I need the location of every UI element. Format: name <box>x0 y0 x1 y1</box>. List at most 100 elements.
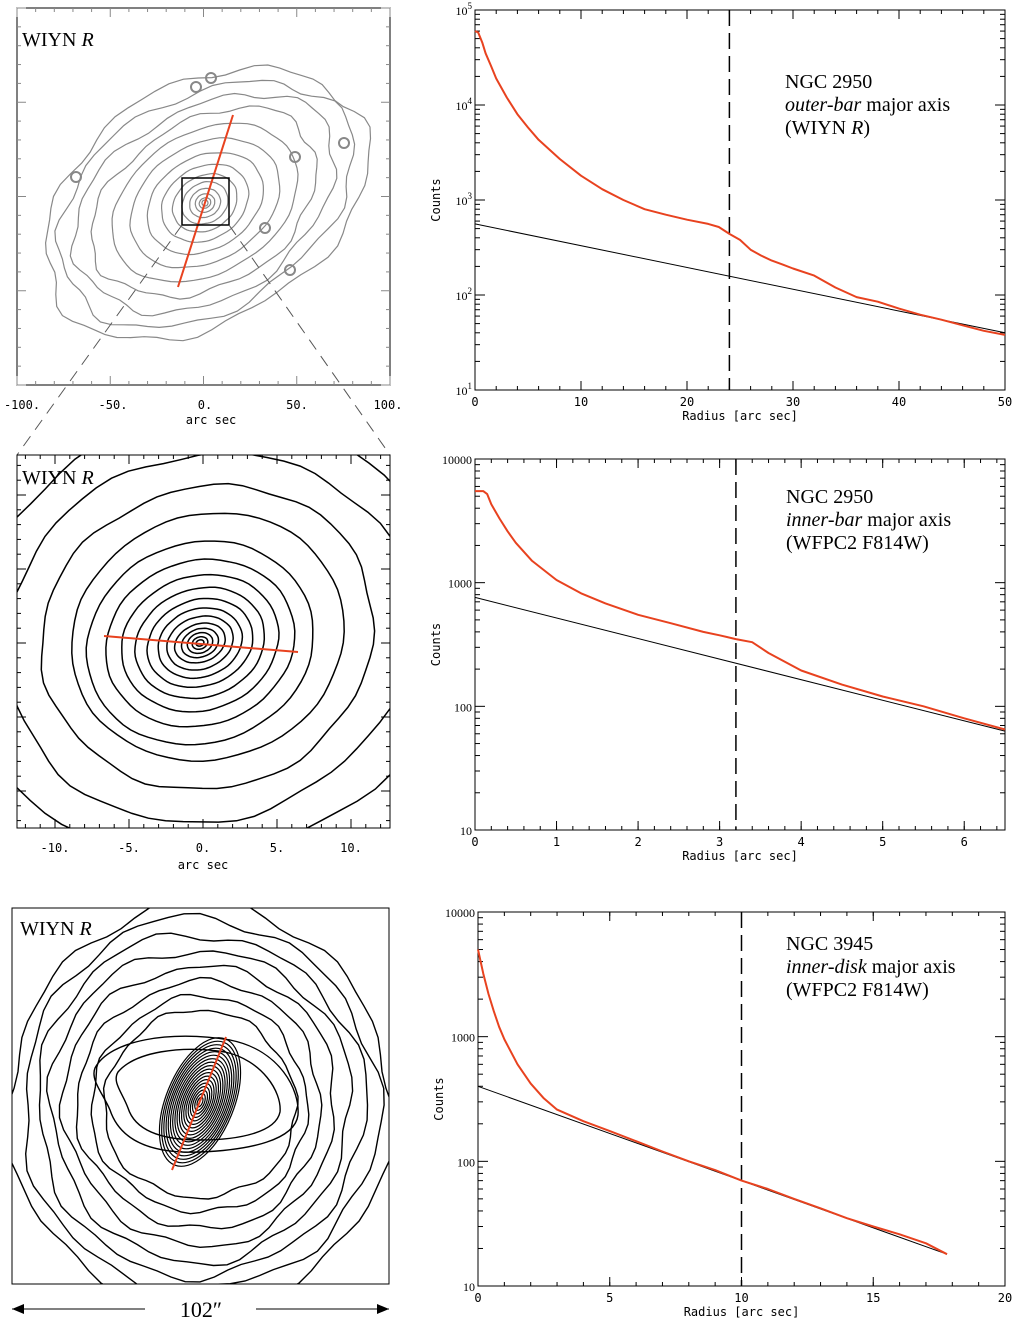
isophote-contour <box>146 152 265 256</box>
isophote-contour <box>69 92 338 317</box>
x-tick-label: 6 <box>961 835 968 849</box>
x-axis-label: Radius [arc sec] <box>682 409 798 423</box>
isophote-contour <box>146 597 254 689</box>
exponential-fit-line <box>474 596 1006 732</box>
panel-label: WIYN R <box>20 918 92 940</box>
isophote-contour <box>105 558 296 728</box>
x-tick-label: 15 <box>866 1291 880 1305</box>
isophote-contour <box>45 950 354 1267</box>
major-axis-line <box>177 114 234 288</box>
star-contour <box>338 137 350 149</box>
isophote-contour <box>24 912 385 1284</box>
x-tick-label: 100. <box>374 398 403 412</box>
x-tick-label: 0 <box>471 835 478 849</box>
star-contour <box>205 72 217 84</box>
plot-frame <box>474 458 1006 831</box>
isophote-contour <box>171 172 238 233</box>
arrow-right-icon <box>377 1304 389 1314</box>
image-frame <box>11 907 390 1285</box>
isophote-contour <box>134 586 266 700</box>
y-tick-label: 105 <box>456 1 473 18</box>
y-tick-label: 104 <box>456 96 473 113</box>
isophote-contour <box>38 932 369 1283</box>
x-tick-label: -10. <box>41 841 70 855</box>
x-tick-label: 5 <box>606 1291 613 1305</box>
isophote-contour <box>198 197 212 209</box>
isophote-contour <box>44 64 372 342</box>
x-tick-label: -5. <box>118 841 140 855</box>
image-panel-ngc3945: WIYN R 102″ <box>11 907 390 1322</box>
annotation-galaxy-name: NGC 2950 <box>786 486 873 508</box>
x-tick-label: 5. <box>270 841 284 855</box>
x-axis-label: Radius [arc sec] <box>682 849 798 863</box>
profile-plot-ngc2950-outer-bar: 0 10 20 30 40 50 101 102 103 104 105 Radius [arc se… <box>429 1 1012 423</box>
y-axis-label: Counts <box>429 623 443 666</box>
isophote-contour <box>129 137 281 269</box>
annotation-instrument: (WFPC2 F814W) <box>786 532 929 554</box>
isophote-contour <box>102 1009 299 1200</box>
zoom-box <box>181 177 230 226</box>
x-tick-label: 0 <box>471 395 478 409</box>
major-axis-line <box>103 635 299 653</box>
x-tick-label: 0 <box>474 1291 481 1305</box>
isophote-contour <box>40 482 376 790</box>
x-tick-label: 3 <box>716 835 723 849</box>
y-tick-label: 10000 <box>445 906 475 920</box>
x-tick-label: 10 <box>734 1291 748 1305</box>
panel-label: WIYN R <box>22 29 94 51</box>
x-tick-label: 20 <box>680 395 694 409</box>
isophote-contour <box>17 455 390 823</box>
annotation-instrument: (WIYN R) <box>785 117 870 139</box>
y-tick-label: 10 <box>463 1280 475 1294</box>
y-tick-label: 100 <box>457 1155 475 1169</box>
x-tick-label: 10. <box>340 841 362 855</box>
x-tick-label: 40 <box>892 395 906 409</box>
annotation-instrument: (WFPC2 F814W) <box>786 979 929 1001</box>
y-tick-label: 10000 <box>442 453 472 467</box>
isophote-contour <box>161 163 250 243</box>
scale-bar: 102″ <box>12 1297 389 1322</box>
y-tick-label: 1000 <box>448 577 472 591</box>
star-contour <box>259 222 271 234</box>
contour-map <box>17 455 390 828</box>
isophote-contour <box>58 964 336 1249</box>
arrow-left-icon <box>12 1304 24 1314</box>
annotation-axis-type: outer-bar major axis <box>785 94 950 116</box>
profile-series-line <box>475 490 1006 731</box>
isophote-contour <box>180 627 220 659</box>
x-tick-label: 2 <box>634 835 641 849</box>
x-tick-label: -50. <box>99 398 128 412</box>
contour-map <box>44 64 372 342</box>
isophote-contour <box>111 122 299 283</box>
isophote-contour <box>181 180 229 225</box>
star-contour <box>284 264 296 276</box>
x-tick-label: 4 <box>798 835 805 849</box>
y-tick-label: 102 <box>456 286 473 303</box>
isophote-contour <box>90 993 310 1215</box>
annotation-galaxy-name: NGC 2950 <box>785 71 872 93</box>
x-axis-label: Radius [arc sec] <box>684 1305 800 1319</box>
annotation-galaxy-name: NGC 3945 <box>786 933 873 955</box>
y-axis-label: Counts <box>429 178 443 221</box>
isophote-contour <box>85 540 314 746</box>
x-tick-labels: -10. -5. 0. 5. 10. <box>41 841 362 855</box>
x-tick-label: 30 <box>786 395 800 409</box>
isophote-contour <box>71 512 345 763</box>
major-axis-line <box>171 1036 227 1171</box>
isophote-contour <box>191 635 209 651</box>
image-panel-ngc2950-outer: WIYN R -100. -50. 0. 50. 100. arc sec <box>4 7 403 427</box>
x-tick-label: 10 <box>574 395 588 409</box>
isophote-contour <box>189 187 222 219</box>
profile-plot-ngc2950-inner-bar: 0 1 2 3 4 5 6 10 100 1000 10000 Radius [arc sec] Cou… <box>429 453 1006 863</box>
x-tick-label: -100. <box>4 398 40 412</box>
isophote-contour <box>121 573 280 713</box>
x-tick-label: 0. <box>196 841 210 855</box>
annotation-axis-type: inner-disk major axis <box>786 956 956 978</box>
plot-frame <box>474 9 1006 391</box>
y-axis-label: Counts <box>432 1077 446 1120</box>
star-contour <box>70 171 82 183</box>
x-axis-label: arc sec <box>186 413 237 427</box>
isophote-contour <box>173 622 226 664</box>
scale-label: 102″ <box>180 1297 222 1322</box>
star-contour <box>289 151 301 163</box>
